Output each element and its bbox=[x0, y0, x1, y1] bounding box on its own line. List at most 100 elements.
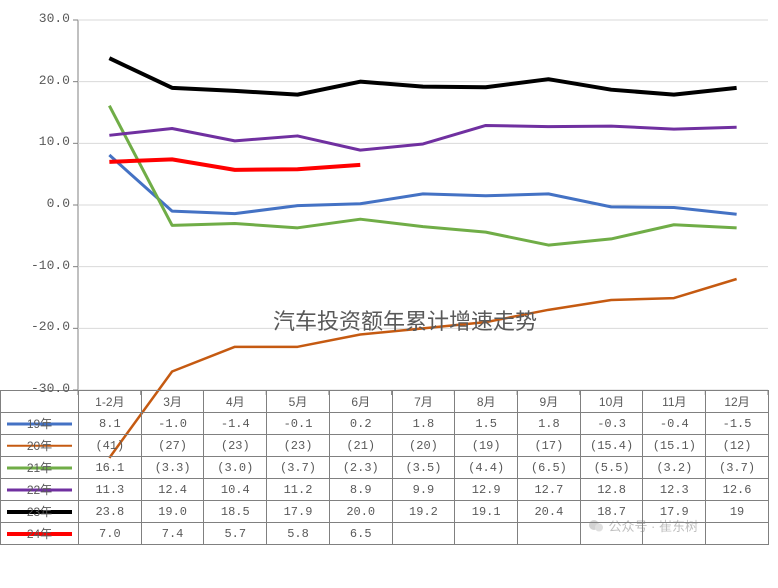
series-name: 19年 bbox=[25, 417, 54, 431]
series-legend-cell: 24年 bbox=[1, 523, 79, 545]
data-cell: 12.4 bbox=[141, 479, 204, 501]
data-cell bbox=[643, 523, 706, 545]
data-cell: 11.2 bbox=[267, 479, 330, 501]
data-cell: (3.5) bbox=[392, 457, 455, 479]
data-cell bbox=[518, 523, 581, 545]
category-header: 12月 bbox=[706, 391, 769, 413]
data-cell: (12) bbox=[706, 435, 769, 457]
data-cell bbox=[580, 523, 643, 545]
data-cell: 19.1 bbox=[455, 501, 518, 523]
table-header-row: 1-2月3月4月5月6月7月8月9月10月11月12月 bbox=[1, 391, 769, 413]
data-cell: 1.8 bbox=[392, 413, 455, 435]
data-cell: 1.8 bbox=[518, 413, 581, 435]
data-cell: 7.0 bbox=[79, 523, 142, 545]
data-cell: (15.4) bbox=[580, 435, 643, 457]
data-cell: (23) bbox=[267, 435, 330, 457]
data-cell: 11.3 bbox=[79, 479, 142, 501]
y-axis-tick-label: 30.0 bbox=[10, 11, 70, 26]
table-row: 21年16.1(3.3)(3.0)(3.7)(2.3)(3.5)(4.4)(6.… bbox=[1, 457, 769, 479]
table-row: 20年(41)(27)(23)(23)(21)(20)(19)(17)(15.4… bbox=[1, 435, 769, 457]
data-cell: 8.1 bbox=[79, 413, 142, 435]
y-axis-tick-label: 20.0 bbox=[10, 73, 70, 88]
series-name: 24年 bbox=[25, 527, 54, 541]
series-name: 21年 bbox=[25, 461, 54, 475]
data-cell: (19) bbox=[455, 435, 518, 457]
chart-title: 汽车投资额年累计增速走势 bbox=[273, 304, 537, 336]
data-cell: (5.5) bbox=[580, 457, 643, 479]
data-cell: (6.5) bbox=[518, 457, 581, 479]
y-axis-tick-label: 0.0 bbox=[10, 196, 70, 211]
category-header: 8月 bbox=[455, 391, 518, 413]
series-name: 22年 bbox=[25, 483, 54, 497]
y-axis-tick-label: -10.0 bbox=[10, 258, 70, 273]
data-cell: 17.9 bbox=[643, 501, 706, 523]
data-cell: (3.7) bbox=[706, 457, 769, 479]
data-cell: -0.3 bbox=[580, 413, 643, 435]
data-cell bbox=[392, 523, 455, 545]
data-cell: (23) bbox=[204, 435, 267, 457]
category-header: 4月 bbox=[204, 391, 267, 413]
data-cell: (17) bbox=[518, 435, 581, 457]
data-cell: 5.8 bbox=[267, 523, 330, 545]
table-row: 19年8.1-1.0-1.4-0.10.21.81.51.8-0.3-0.4-1… bbox=[1, 413, 769, 435]
data-cell: 16.1 bbox=[79, 457, 142, 479]
data-cell: 9.9 bbox=[392, 479, 455, 501]
series-name: 23年 bbox=[25, 505, 54, 519]
data-cell: -1.0 bbox=[141, 413, 204, 435]
series-legend-cell: 20年 bbox=[1, 435, 79, 457]
data-cell: 17.9 bbox=[267, 501, 330, 523]
data-cell: 12.7 bbox=[518, 479, 581, 501]
y-axis-tick-label: -30.0 bbox=[10, 381, 70, 396]
data-cell: (3.7) bbox=[267, 457, 330, 479]
data-cell: -0.1 bbox=[267, 413, 330, 435]
data-cell: 18.7 bbox=[580, 501, 643, 523]
data-cell: 1.5 bbox=[455, 413, 518, 435]
data-cell: -0.4 bbox=[643, 413, 706, 435]
data-cell: 12.6 bbox=[706, 479, 769, 501]
table-row: 22年 11.312.410.411.28.99.912.912.712.8 12.… bbox=[1, 479, 769, 501]
data-cell: 5.7 bbox=[204, 523, 267, 545]
data-cell: 18.5 bbox=[204, 501, 267, 523]
data-cell: (4.4) bbox=[455, 457, 518, 479]
data-cell: 0.2 bbox=[329, 413, 392, 435]
data-cell bbox=[706, 523, 769, 545]
table-row: 23年23.819.018.517.920.019.219.120.418.71… bbox=[1, 501, 769, 523]
series-legend-cell: 19年 bbox=[1, 413, 79, 435]
data-cell: (15.1) bbox=[643, 435, 706, 457]
data-cell: 19.0 bbox=[141, 501, 204, 523]
data-cell: -1.4 bbox=[204, 413, 267, 435]
data-cell: (27) bbox=[141, 435, 204, 457]
data-cell: (2.3) bbox=[329, 457, 392, 479]
data-cell: 12.8 bbox=[580, 479, 643, 501]
series-name: 20年 bbox=[25, 439, 54, 453]
category-header: 9月 bbox=[518, 391, 581, 413]
category-header: 5月 bbox=[267, 391, 330, 413]
series-legend-cell: 21年 bbox=[1, 457, 79, 479]
series-legend-cell: 23年 bbox=[1, 501, 79, 523]
data-cell: 10.4 bbox=[204, 479, 267, 501]
data-cell: (3.3) bbox=[141, 457, 204, 479]
category-header: 10月 bbox=[580, 391, 643, 413]
category-header: 1-2月 bbox=[79, 391, 142, 413]
data-cell bbox=[455, 523, 518, 545]
data-cell: -1.5 bbox=[706, 413, 769, 435]
category-header: 11月 bbox=[643, 391, 706, 413]
chart-container: 汽车投资额年累计增速走势 公众号 · 崔东树 1-2月3月4月5月6月7月8月9… bbox=[0, 0, 778, 588]
data-cell: 20.4 bbox=[518, 501, 581, 523]
data-cell: (41) bbox=[79, 435, 142, 457]
data-cell: 19.2 bbox=[392, 501, 455, 523]
data-table: 1-2月3月4月5月6月7月8月9月10月11月12月19年8.1-1.0-1.… bbox=[0, 390, 769, 545]
data-cell: (3.2) bbox=[643, 457, 706, 479]
data-cell: 19 bbox=[706, 501, 769, 523]
data-cell: 8.9 bbox=[329, 479, 392, 501]
category-header: 3月 bbox=[141, 391, 204, 413]
category-header: 6月 bbox=[329, 391, 392, 413]
y-axis-tick-label: -20.0 bbox=[10, 319, 70, 334]
data-cell: (3.0) bbox=[204, 457, 267, 479]
category-header: 7月 bbox=[392, 391, 455, 413]
data-cell: 12.9 bbox=[455, 479, 518, 501]
data-cell: (20) bbox=[392, 435, 455, 457]
y-axis-tick-label: 10.0 bbox=[10, 134, 70, 149]
data-cell: 23.8 bbox=[79, 501, 142, 523]
data-cell: (21) bbox=[329, 435, 392, 457]
